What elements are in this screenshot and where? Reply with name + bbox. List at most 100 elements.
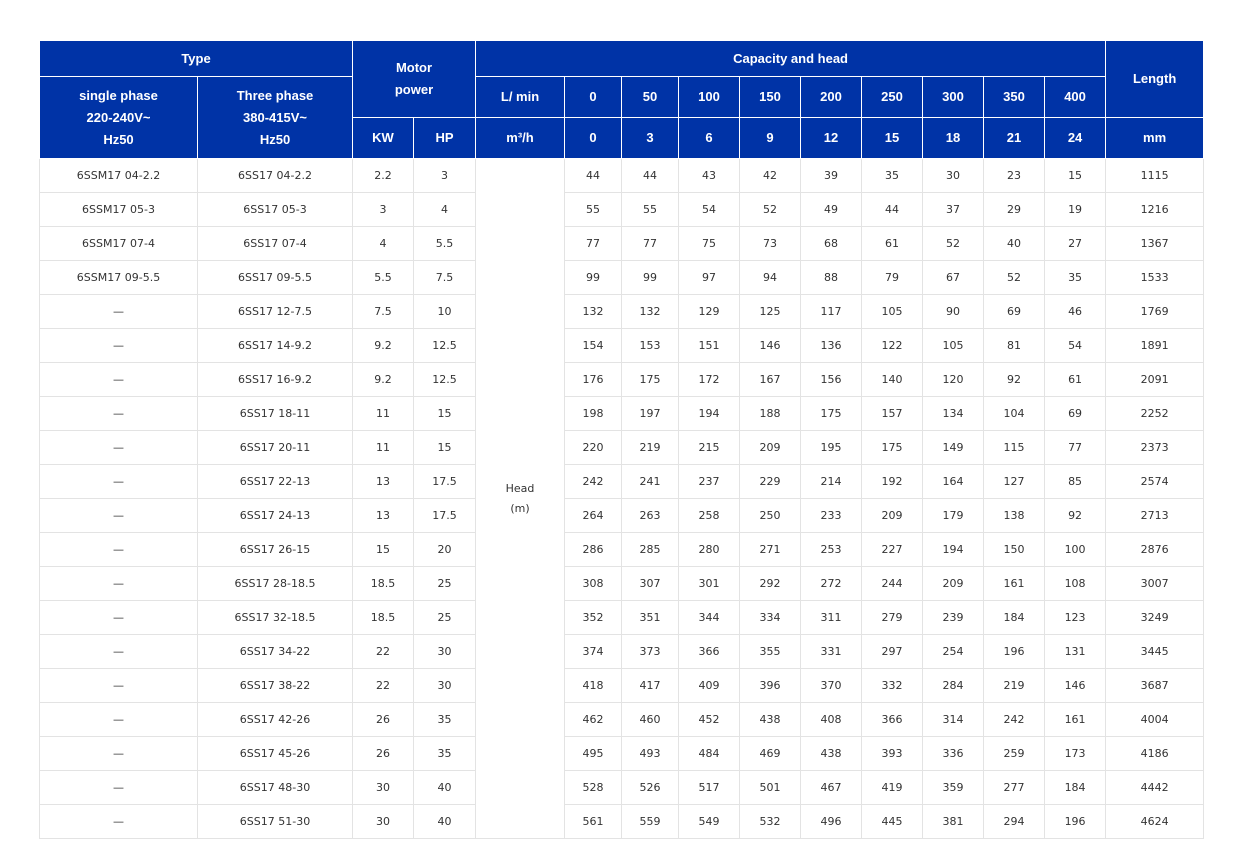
length-value: 4004 <box>1105 702 1205 737</box>
head-value: 52 <box>922 226 985 261</box>
power-hp: 12.5 <box>413 362 477 397</box>
head-value: 175 <box>621 362 680 397</box>
head-value: 105 <box>922 328 985 363</box>
head-value: 157 <box>861 396 924 431</box>
head-value: 30 <box>922 158 985 193</box>
single-phase-model: 6SSM17 09-5.5 <box>39 260 198 295</box>
m3h-value: 9 <box>739 117 802 159</box>
length-value: 3445 <box>1105 634 1205 669</box>
pump-spec-table-container: Type Motor power Capacity and head Lengt… <box>38 40 1205 839</box>
head-value: 77 <box>621 226 680 261</box>
single-phase-model: — <box>39 736 198 771</box>
table-row: —6SS17 16-9.2 9.2 12.5 176 175 172 167 156 140 12… <box>39 362 1205 397</box>
m3h-value: 24 <box>1044 117 1107 159</box>
power-hp: 15 <box>413 396 477 431</box>
length-value: 2876 <box>1105 532 1205 567</box>
head-value: 393 <box>861 736 924 771</box>
head-value: 54 <box>678 192 741 227</box>
hp-header: HP <box>413 117 477 159</box>
head-value: 561 <box>564 804 623 839</box>
head-value: 242 <box>983 702 1046 737</box>
head-value: 292 <box>739 566 802 601</box>
head-value: 220 <box>564 430 623 465</box>
motor-power-label: Motor power <box>394 60 434 97</box>
lmin-value: 400 <box>1044 76 1107 118</box>
head-value: 196 <box>1044 804 1107 839</box>
three-phase-line-2: 380-415V~ <box>243 109 307 125</box>
power-hp: 5.5 <box>413 226 477 261</box>
head-value: 351 <box>621 600 680 635</box>
lmin-value: 0 <box>564 76 623 118</box>
head-value: 264 <box>564 498 623 533</box>
three-phase-model: 6SS17 04-2.2 <box>196 158 354 193</box>
head-value: 526 <box>621 770 680 805</box>
head-value: 271 <box>739 532 802 567</box>
single-phase-model: — <box>39 634 198 669</box>
head-value: 469 <box>739 736 802 771</box>
head-value: 138 <box>983 498 1046 533</box>
three-phase-model: 6SS17 22-13 <box>196 464 354 499</box>
three-phase-model: 6SS17 12-7.5 <box>196 294 354 329</box>
type-header: Type <box>38 40 354 77</box>
head-value: 241 <box>621 464 680 499</box>
head-value: 495 <box>564 736 623 771</box>
head-value: 67 <box>922 260 985 295</box>
length-value: 2574 <box>1105 464 1205 499</box>
m3h-value: 21 <box>983 117 1046 159</box>
head-value: 55 <box>564 192 623 227</box>
single-phase-model: — <box>39 770 198 805</box>
length-value: 3249 <box>1105 600 1205 635</box>
table-row: —6SS17 18-11 11 15 198 197 194 188 175 157 134 104… <box>39 396 1205 431</box>
head-value: 198 <box>564 396 623 431</box>
three-phase-model: 6SS17 42-26 <box>196 702 354 737</box>
head-value: 219 <box>983 668 1046 703</box>
head-value: 146 <box>739 328 802 363</box>
head-value: 493 <box>621 736 680 771</box>
single-phase-line-1: single phase <box>79 87 158 103</box>
head-value: 104 <box>983 396 1046 431</box>
head-value: 215 <box>678 430 741 465</box>
head-value: 115 <box>983 430 1046 465</box>
single-phase-model: — <box>39 600 198 635</box>
head-value: 156 <box>800 362 863 397</box>
single-phase-model: — <box>39 464 198 499</box>
head-value: 99 <box>621 260 680 295</box>
power-hp: 40 <box>413 804 477 839</box>
three-phase-model: 6SS17 14-9.2 <box>196 328 354 363</box>
head-value: 35 <box>861 158 924 193</box>
head-value: 408 <box>800 702 863 737</box>
table-row: —6SS17 45-26 26 35 495 493 484 469 438 393 336 259… <box>39 736 1205 771</box>
head-value: 219 <box>621 430 680 465</box>
lmin-value: 300 <box>922 76 985 118</box>
head-value: 122 <box>861 328 924 363</box>
table-row: —6SS17 14-9.2 9.2 12.5 154 153 151 146 136 122 10… <box>39 328 1205 363</box>
m3h-value: 18 <box>922 117 985 159</box>
single-phase-model: — <box>39 804 198 839</box>
power-hp: 7.5 <box>413 260 477 295</box>
head-value: 284 <box>922 668 985 703</box>
head-value: 366 <box>678 634 741 669</box>
table-row: —6SS17 38-22 22 30 418 417 409 396 370 332 284 219… <box>39 668 1205 703</box>
head-value: 161 <box>983 566 1046 601</box>
table-row: —6SS17 42-26 26 35 462 460 452 438 408 366 314 242… <box>39 702 1205 737</box>
kw-header: KW <box>352 117 415 159</box>
power-hp: 10 <box>413 294 477 329</box>
head-value: 44 <box>564 158 623 193</box>
three-phase-model: 6SS17 24-13 <box>196 498 354 533</box>
power-kw: 3 <box>352 192 415 227</box>
single-phase-model: 6SSM17 05-3 <box>39 192 198 227</box>
head-value: 81 <box>983 328 1046 363</box>
single-phase-model: — <box>39 362 198 397</box>
head-value: 154 <box>564 328 623 363</box>
head-label-cell: Head (m) <box>475 158 566 839</box>
three-phase-model: 6SS17 05-3 <box>196 192 354 227</box>
head-value: 549 <box>678 804 741 839</box>
three-phase-model: 6SS17 07-4 <box>196 226 354 261</box>
power-hp: 30 <box>413 634 477 669</box>
head-value: 61 <box>1044 362 1107 397</box>
head-value: 61 <box>861 226 924 261</box>
three-phase-model: 6SS17 18-11 <box>196 396 354 431</box>
head-value: 131 <box>1044 634 1107 669</box>
length-value: 1115 <box>1105 158 1205 193</box>
table-body: 6SSM17 04-2.2 6SS17 04-2.2 2.2 3 Head (m) 44 44… <box>39 158 1205 839</box>
